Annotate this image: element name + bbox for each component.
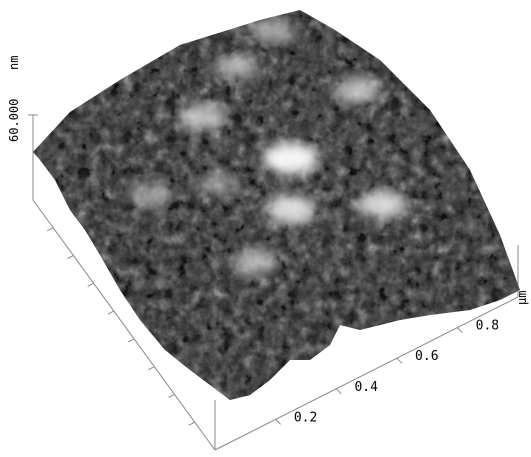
bottom-edge-line [214, 296, 519, 451]
left-tick-mark [46, 227, 54, 232]
surface-peaks [131, 18, 408, 275]
axes-frame [28, 114, 519, 451]
bottom-tick-label: 0.6 [415, 349, 438, 364]
left-tick-mark [188, 421, 196, 426]
surface-peak [232, 249, 277, 275]
left-edge-line [32, 199, 216, 451]
bottom-tick-label: 0.8 [476, 319, 499, 334]
bottom-tick-label: 0.4 [354, 380, 378, 395]
surface-peak [262, 142, 319, 175]
bottom-tick-mark [396, 357, 403, 364]
surface-peak [214, 54, 258, 79]
bottom-edge-ticks [275, 327, 463, 425]
left-tick-mark [87, 282, 94, 287]
surface-peak [199, 173, 238, 196]
left-tick-mark [67, 255, 74, 260]
surface-peak [265, 195, 317, 225]
left-tick-mark [168, 393, 175, 398]
bottom-tick-label: 0.2 [294, 410, 317, 425]
left-tick-mark [107, 310, 115, 315]
bottom-tick-mark [275, 419, 281, 425]
bottom-tick-labels: 0.2 0.4 0.6 0.8 [294, 319, 499, 426]
surface-peak [357, 190, 408, 219]
z-axis-unit-label: nm [7, 56, 21, 70]
left-edge-ticks [46, 227, 196, 426]
surface-peak [251, 18, 294, 43]
z-axis-value-label: 60.000 [7, 99, 21, 142]
surface-peak [131, 182, 172, 207]
surface-peak [179, 104, 226, 131]
surface-peak [334, 77, 380, 104]
left-tick-mark [127, 338, 135, 343]
x-axis-unit-label: µm [515, 291, 529, 305]
bottom-tick-mark [335, 388, 342, 395]
left-tick-mark [148, 366, 155, 371]
bottom-tick-mark [457, 327, 463, 333]
